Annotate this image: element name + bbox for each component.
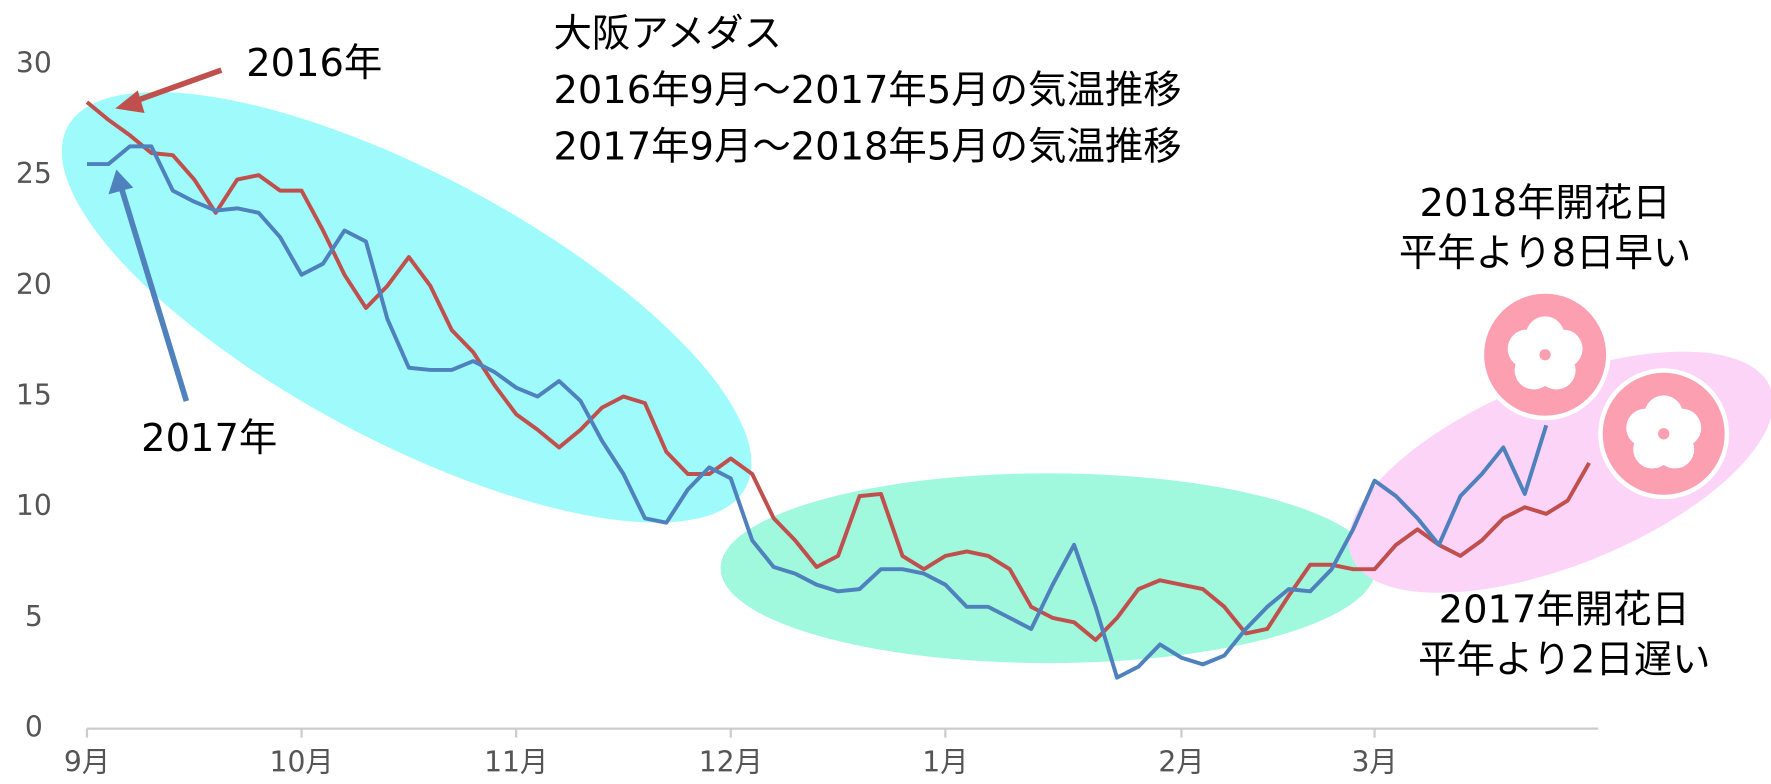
y-tick-label: 30 [16,46,52,79]
arrow-head [108,169,134,195]
autumn-ellipse [61,91,752,523]
x-tick-label: 12月 [699,746,763,779]
petal [1507,329,1547,368]
y-tick-label: 25 [16,157,52,190]
arrow-2017 [119,189,190,402]
series-line [85,100,1591,643]
title-line: 2016年9月～2017年5月の気温推移 [553,68,1181,113]
title-line: 2017年9月～2018年5月の気温推移 [553,125,1181,170]
title-line: 大阪アメダス [553,12,781,57]
annotation: 2017年開花日 [1439,588,1690,633]
x-tick-label: 1月 [922,746,968,779]
arrow-head [115,90,145,114]
y-tick-label: 10 [16,489,52,522]
annotation: 平年より8日早い [1399,231,1691,276]
annotation: 平年より2日遅い [1418,637,1710,682]
y-tick-label: 0 [25,711,43,744]
label-2017: 2017年 [141,416,277,461]
blossom-center [1658,428,1670,440]
arrow-2016 [132,67,223,105]
petal [1626,408,1665,448]
annotation: 2018年開花日 [1419,181,1670,226]
label-2016: 2016年 [246,41,382,86]
y-tick-label: 15 [16,379,52,412]
x-tick-label: 10月 [269,746,333,779]
series-line [86,144,1549,680]
y-tick-label: 5 [25,600,43,633]
y-tick-label: 20 [16,268,52,301]
x-tick-label: 11月 [484,746,548,779]
x-tick-label: 3月 [1351,746,1397,779]
flowers [1479,289,1730,500]
winter-ellipse [720,473,1376,664]
x-tick-label: 9月 [64,746,110,779]
x-tick-label: 2月 [1158,746,1204,779]
blossom-center [1539,349,1551,361]
